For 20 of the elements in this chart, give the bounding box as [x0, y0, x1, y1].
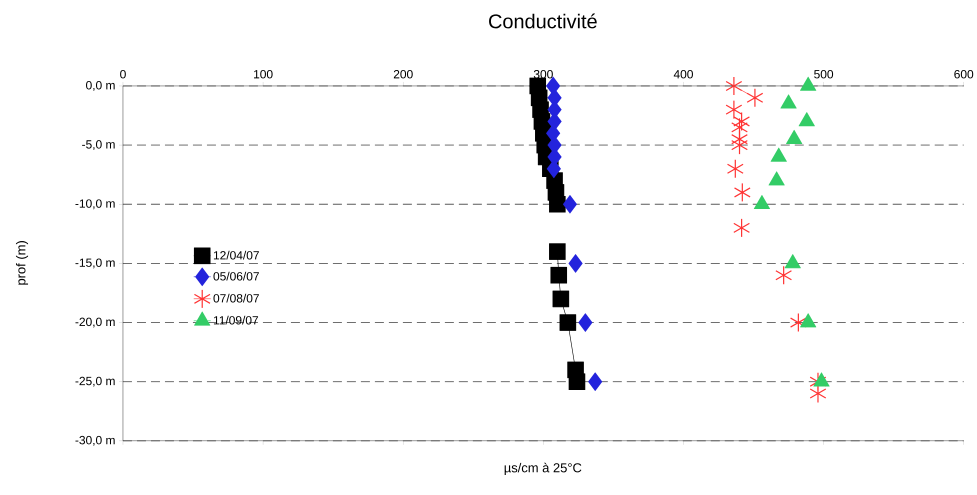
y-tick-label: -25,0 m [75, 376, 115, 387]
x-tick-label: 0 [120, 70, 126, 79]
legend-label: 12/04/07 [214, 250, 259, 260]
legend-label: 07/08/07 [213, 294, 259, 303]
y-tick-label: -30,0 m [75, 436, 115, 446]
x-tick-label: 200 [394, 70, 413, 79]
x-tick-label: 400 [674, 70, 693, 79]
legend-label: 05/06/07 [213, 272, 259, 281]
x-tick-label: 100 [254, 70, 273, 79]
x-tick-label: 500 [814, 70, 834, 79]
x-axis-title: µs/cm à 25°C [504, 462, 582, 476]
x-tick-label: 300 [534, 70, 553, 79]
y-tick-label: -15,0 m [75, 258, 115, 268]
x-tick-label: 600 [954, 70, 974, 79]
y-tick-label: -20,0 m [75, 318, 115, 328]
y-tick-label: -10,0 m [75, 199, 115, 210]
chart-title: Conductivité [489, 14, 597, 28]
y-tick-label: 0,0 m [86, 81, 115, 91]
y-axis-title: prof (m) [16, 241, 28, 285]
y-tick-label: -5,0 m [82, 140, 115, 150]
